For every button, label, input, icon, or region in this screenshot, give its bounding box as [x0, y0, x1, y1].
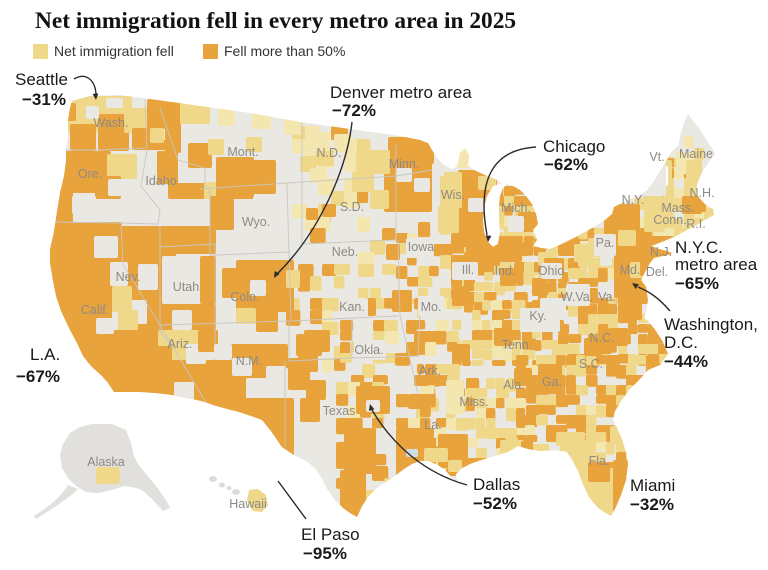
svg-text:−31%: −31%	[22, 90, 66, 109]
svg-text:Texas: Texas	[323, 404, 356, 418]
svg-text:−62%: −62%	[544, 155, 588, 174]
svg-text:Calif.: Calif.	[81, 303, 109, 317]
svg-text:Ga.: Ga.	[542, 375, 562, 389]
svg-text:N.Y.: N.Y.	[622, 193, 645, 207]
svg-text:Mo.: Mo.	[421, 300, 442, 314]
svg-text:Ind.: Ind.	[495, 264, 516, 278]
svg-text:S.D.: S.D.	[340, 200, 364, 214]
svg-text:Seattle: Seattle	[15, 70, 68, 89]
svg-text:N.C.: N.C.	[590, 331, 615, 345]
svg-text:metro area: metro area	[675, 255, 758, 274]
svg-text:Md.: Md.	[620, 263, 641, 277]
svg-text:Va.: Va.	[598, 290, 616, 304]
svg-text:D.C.: D.C.	[664, 333, 698, 352]
svg-text:−67%: −67%	[16, 367, 60, 386]
svg-text:−65%: −65%	[675, 274, 719, 293]
svg-text:Ark.: Ark.	[419, 364, 441, 378]
svg-text:Del.: Del.	[646, 265, 668, 279]
svg-text:Tenn.: Tenn.	[502, 338, 533, 352]
svg-text:Mont.: Mont.	[227, 145, 258, 159]
svg-text:Minn.: Minn.	[389, 157, 420, 171]
svg-text:Alaska: Alaska	[87, 455, 125, 469]
svg-text:Wis.: Wis.	[441, 188, 465, 202]
svg-text:−52%: −52%	[473, 494, 517, 513]
svg-text:N.Y.C.: N.Y.C.	[675, 238, 723, 257]
svg-text:El Paso: El Paso	[301, 525, 360, 544]
svg-text:Net immigration fell in every: Net immigration fell in every metro area…	[35, 8, 516, 34]
svg-text:Iowa: Iowa	[408, 240, 434, 254]
svg-text:−44%: −44%	[664, 352, 708, 371]
svg-text:Vt.: Vt.	[649, 150, 664, 164]
svg-text:−95%: −95%	[303, 544, 347, 563]
svg-text:N.J.: N.J.	[650, 245, 672, 259]
svg-text:Wash.: Wash.	[94, 116, 129, 130]
svg-text:N.D.: N.D.	[317, 146, 342, 160]
svg-text:W.Va.: W.Va.	[561, 290, 593, 304]
svg-text:Ariz.: Ariz.	[168, 337, 193, 351]
svg-text:Denver metro area: Denver metro area	[330, 83, 472, 102]
svg-text:Mass.: Mass.	[661, 201, 694, 215]
svg-text:Ore.: Ore.	[78, 167, 102, 181]
svg-text:Dallas: Dallas	[473, 475, 520, 494]
svg-text:Pa.: Pa.	[596, 236, 615, 250]
svg-text:Wyo.: Wyo.	[242, 215, 270, 229]
svg-text:−72%: −72%	[332, 101, 376, 120]
svg-text:R.I.: R.I.	[686, 217, 705, 231]
svg-text:Ohio: Ohio	[538, 264, 564, 278]
svg-text:Mich.: Mich.	[501, 201, 531, 215]
svg-text:Chicago: Chicago	[543, 137, 605, 156]
svg-text:N.M.: N.M.	[236, 354, 262, 368]
svg-text:Conn.: Conn.	[653, 213, 686, 227]
svg-text:Colo.: Colo.	[230, 290, 259, 304]
svg-text:La.: La.	[424, 418, 441, 432]
svg-text:Utah: Utah	[173, 280, 199, 294]
svg-text:Neb.: Neb.	[332, 245, 358, 259]
svg-text:Ky.: Ky.	[529, 309, 546, 323]
svg-text:S.C.: S.C.	[579, 357, 603, 371]
svg-text:Okla.: Okla.	[354, 343, 383, 357]
svg-text:Hawaii: Hawaii	[229, 497, 267, 511]
svg-text:Fla.: Fla.	[589, 454, 610, 468]
svg-text:Idaho: Idaho	[145, 174, 176, 188]
svg-text:Miss.: Miss.	[459, 395, 488, 409]
svg-text:Fell more than 50%: Fell more than 50%	[224, 43, 345, 59]
svg-text:−32%: −32%	[630, 495, 674, 514]
svg-text:Net immigration fell: Net immigration fell	[54, 43, 174, 59]
svg-text:L.A.: L.A.	[30, 345, 60, 364]
svg-text:Miami: Miami	[630, 476, 675, 495]
svg-text:Maine: Maine	[679, 147, 713, 161]
svg-text:Ala.: Ala.	[503, 378, 525, 392]
svg-text:N.H.: N.H.	[690, 186, 715, 200]
svg-text:Washington,: Washington,	[664, 315, 758, 334]
svg-text:Kan.: Kan.	[339, 300, 365, 314]
svg-text:Ill.: Ill.	[462, 263, 475, 277]
svg-text:Nev.: Nev.	[116, 270, 141, 284]
